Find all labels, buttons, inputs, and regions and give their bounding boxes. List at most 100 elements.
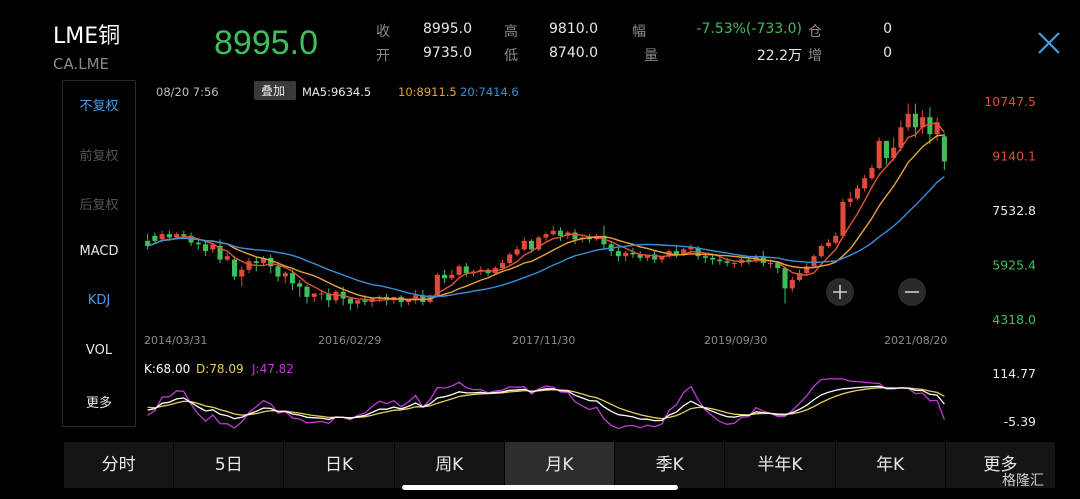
- candle-body: [463, 266, 469, 274]
- tab-month-k[interactable]: 月K: [504, 442, 616, 488]
- menu-no-adjust[interactable]: 不复权: [79, 99, 119, 114]
- candle-body: [434, 274, 440, 296]
- candle-body: [239, 269, 245, 277]
- candle-body: [318, 293, 324, 295]
- candle-body: [217, 246, 223, 260]
- quote-value-volume: 22.2万: [756, 48, 802, 64]
- candle-body: [659, 256, 665, 260]
- kdj-label: D:78.09: [196, 362, 244, 376]
- candle-body: [717, 259, 723, 262]
- quote-label-high: 高: [504, 24, 518, 40]
- quote-label-position: 仓: [808, 24, 822, 40]
- kdj-min-label: -5.39: [1004, 414, 1036, 429]
- zoom-out-button[interactable]: [898, 278, 926, 306]
- tab-timeshare[interactable]: 分时: [64, 442, 175, 488]
- quote-value-low: 8740.0: [549, 45, 598, 61]
- candle-body: [652, 254, 658, 260]
- candle-body: [862, 178, 868, 189]
- candle-body: [174, 234, 180, 238]
- candle-body: [927, 117, 933, 135]
- tab-year-k[interactable]: 年K: [836, 442, 946, 488]
- candle-body: [152, 235, 158, 241]
- candle-body: [601, 235, 607, 245]
- candle-body: [297, 283, 303, 287]
- x-tick-label: 2016/02/29: [318, 334, 381, 347]
- menu-backward-adjust[interactable]: 后复权: [79, 198, 119, 213]
- quote-label-volume: 量: [644, 48, 658, 64]
- candle-body: [514, 249, 520, 255]
- candle-body: [326, 293, 332, 301]
- candle-body: [796, 273, 803, 280]
- x-tick-label: 2019/09/30: [704, 334, 767, 347]
- candle-body: [673, 251, 679, 255]
- candle-body: [311, 293, 317, 297]
- candle-body: [854, 188, 860, 199]
- candle-body: [232, 259, 238, 277]
- overlay-label: 叠加: [261, 84, 285, 98]
- kdj-d-line: [147, 387, 945, 420]
- candle-body: [282, 273, 288, 277]
- candle-body: [775, 262, 781, 269]
- zoom-in-button[interactable]: [826, 278, 854, 306]
- kdj-label: J:47.82: [251, 362, 294, 376]
- candle-body: [253, 261, 259, 263]
- tab-quarter-k[interactable]: 季K: [615, 442, 726, 488]
- candle-body: [195, 242, 201, 245]
- menu-vol[interactable]: VOL: [85, 343, 113, 358]
- candle-body: [260, 257, 267, 263]
- candle-body: [869, 168, 875, 179]
- tab-day-k[interactable]: 日K: [284, 442, 395, 488]
- quote-value-increase: 0: [883, 45, 892, 61]
- close-icon[interactable]: [1036, 30, 1062, 56]
- candle-body: [840, 201, 846, 236]
- quote-value-close: 8995.0: [423, 21, 472, 37]
- last-price: 8995.0: [214, 24, 318, 62]
- tab-halfyear-k[interactable]: 半年K: [725, 442, 836, 488]
- candle-body: [934, 122, 940, 135]
- quote-value-high: 9810.0: [549, 21, 598, 37]
- menu-forward-adjust[interactable]: 前复权: [79, 149, 119, 164]
- tab-more[interactable]: 更多: [946, 442, 1056, 488]
- menu-macd[interactable]: MACD: [79, 244, 119, 259]
- candle-body: [507, 254, 513, 263]
- tab-5day[interactable]: 5日: [174, 442, 285, 488]
- menu-more[interactable]: 更多: [85, 396, 112, 411]
- candle-body: [210, 244, 216, 250]
- candle-body: [413, 295, 419, 301]
- candle-body: [333, 291, 339, 301]
- menu-kdj[interactable]: KDJ: [87, 293, 111, 308]
- y-tick-label: 5925.4: [992, 257, 1036, 272]
- candlestick-chart[interactable]: 08/20 7:56 叠加 MA5:9634.5 10:8911.5 20:7414.6…: [140, 80, 1080, 440]
- candle-body: [876, 140, 882, 169]
- quote-value-change: -7.53%(-733.0): [696, 21, 802, 37]
- candle-body: [449, 274, 455, 279]
- candle-body: [905, 113, 911, 128]
- candle-body: [731, 262, 737, 264]
- candle-body: [521, 240, 527, 250]
- candle-body: [246, 261, 252, 270]
- candle-body: [442, 274, 448, 279]
- candle-body: [804, 266, 810, 274]
- chart-datetime: 08/20 7:56: [156, 85, 219, 99]
- candle-body: [347, 298, 353, 304]
- candle-body: [304, 286, 310, 297]
- tab-week-k[interactable]: 周K: [395, 442, 505, 488]
- x-tick-label: 2017/11/30: [512, 334, 575, 347]
- candle-body: [275, 266, 281, 277]
- candle-body: [572, 232, 578, 240]
- kdj-max-label: 114.77: [992, 366, 1036, 381]
- candle-body: [825, 242, 832, 247]
- home-indicator[interactable]: [402, 485, 678, 490]
- candle-body: [920, 117, 926, 128]
- candle-body: [818, 246, 824, 257]
- candle-body: [289, 273, 296, 284]
- candle-body: [536, 237, 542, 250]
- overlay-button: [254, 81, 296, 100]
- quote-label-open: 开: [376, 48, 390, 64]
- plus-icon: [833, 285, 847, 299]
- quote-label-low: 低: [504, 48, 518, 64]
- quote-value-position: 0: [883, 21, 892, 37]
- candle-body: [702, 256, 708, 258]
- candle-body: [528, 240, 535, 250]
- candle-body: [550, 230, 556, 235]
